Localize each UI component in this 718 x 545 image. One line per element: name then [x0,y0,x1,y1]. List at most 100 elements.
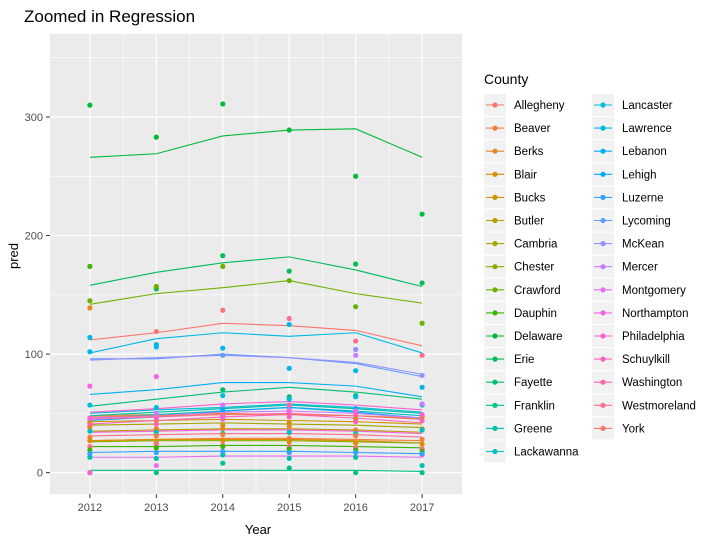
x-tick-label: 2016 [343,502,367,514]
legend-key-point [600,102,606,108]
data-point [419,427,425,433]
data-point [87,434,93,440]
legend-key-point [492,333,498,339]
data-point [286,315,292,322]
y-tick-label: 200 [25,231,43,243]
series-lines [89,128,423,473]
legend-item: York [592,417,645,440]
data-point [220,460,226,466]
data-point [286,449,292,456]
legend-item: Lycoming [592,209,671,232]
legend-item: Delaware [484,325,563,347]
data-point [419,462,425,469]
data-point [353,261,359,267]
data-point [353,346,359,352]
data-point [353,419,359,425]
data-point [87,428,93,434]
legend-label: Montgomery [622,285,686,297]
data-point [353,304,359,310]
data-point [286,268,292,274]
data-point [153,374,159,380]
legend-key-point [492,287,498,293]
data-points [87,101,425,476]
legend-label: York [622,423,645,435]
legend-key-point [492,171,498,177]
data-point [220,443,226,450]
legend-label: Lycoming [622,216,671,228]
data-point [220,452,226,458]
data-point [286,414,292,420]
series-line [89,469,423,473]
series-line [89,353,423,378]
series-line [89,440,423,444]
legend-label: Chester [514,262,554,274]
series-line [89,280,423,305]
x-tick-label: 2017 [410,502,434,514]
legend-item: Allegheny [484,94,565,116]
data-point [220,448,226,454]
series-line [89,332,423,354]
series-line [89,414,423,425]
legend-label: Washington [622,377,682,389]
y-axis-label: pred [6,243,21,269]
data-point [353,394,359,400]
data-point [286,409,292,415]
data-point [419,352,425,358]
data-point [220,422,226,428]
legend-label: Fayette [514,377,552,389]
y-axis-ticks: 0 100 200 300 [25,112,50,480]
legend-key-point [492,194,498,200]
series-line [89,382,423,398]
legend-key-point [600,425,606,431]
legend-item: Montgomery [592,278,686,301]
legend-label: Butler [514,216,544,228]
data-point [220,263,226,269]
legend-label: Erie [514,354,534,366]
x-axis-label: Year [245,522,272,537]
data-point [286,455,292,462]
series-line [89,322,423,347]
legend-key-point [492,125,498,131]
series-line [89,432,423,438]
legend-item: Crawford [484,278,561,301]
data-point [353,368,359,374]
data-point [353,470,359,476]
data-point [419,384,425,390]
data-point [87,454,93,460]
data-point [419,417,425,424]
x-axis-ticks: 2012 2013 2014 2015 2016 2017 [78,494,434,514]
data-point [220,407,226,413]
data-point [220,438,226,444]
legend: Allegheny Beaver Berks Blair Bucks Butler Camb… [484,94,696,463]
data-point [353,454,359,460]
data-point [87,451,93,457]
data-point [87,263,93,269]
legend-label: Mercer [622,262,658,274]
data-point [220,414,226,420]
legend-label: Lebanon [622,146,667,158]
legend-key-point [492,217,498,224]
series-line [89,404,423,417]
data-point [153,426,159,432]
data-point [353,433,359,439]
legend-key-point [600,171,606,177]
data-point [353,173,359,179]
legend-key-point [492,148,498,154]
legend-label: Lawrence [622,123,672,135]
data-point [87,102,93,108]
data-point [153,404,159,411]
series-line [89,444,423,449]
series-line [89,354,423,375]
legend-item: McKean [592,232,664,255]
legend-label: Greene [514,423,552,435]
legend-item: Franklin [484,394,555,417]
legend-label: Schuylkill [622,354,670,366]
data-point [87,415,93,421]
data-point [353,413,359,419]
legend-item: Lancaster [592,94,673,116]
legend-label: Cambria [514,239,558,251]
data-point [87,349,93,355]
data-point [419,441,425,447]
data-point [153,433,159,439]
